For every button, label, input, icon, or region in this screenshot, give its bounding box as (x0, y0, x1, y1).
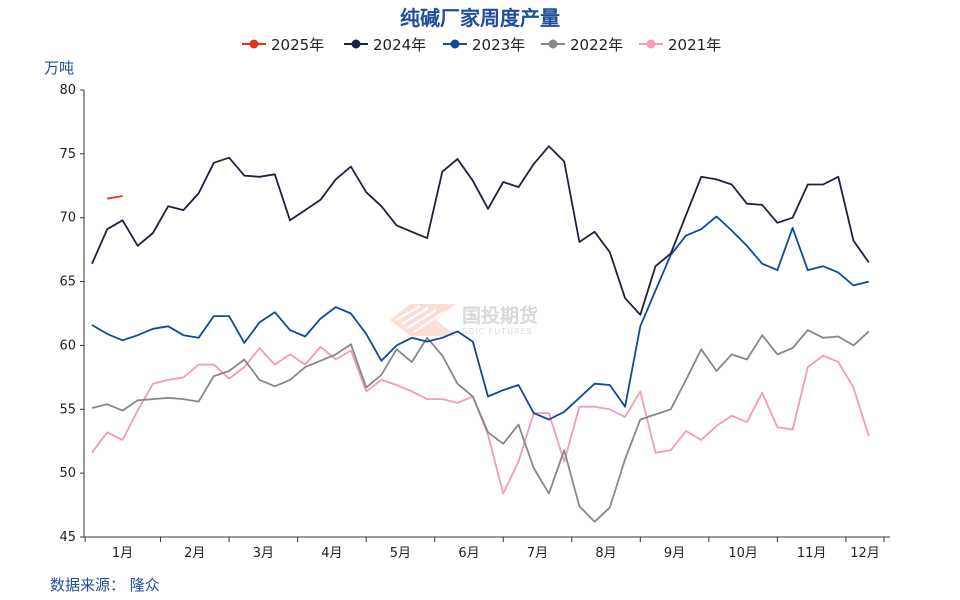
watermark-logo-icon (390, 304, 456, 336)
x-tick-label: 10月 (728, 546, 758, 561)
x-tick-label: 5月 (390, 546, 411, 561)
x-tick-label: 6月 (458, 546, 479, 561)
watermark-subtext: SDIC FUTURES (462, 327, 533, 336)
chart-title: 纯碱厂家周度产量 (400, 6, 560, 30)
legend-swatch-marker (249, 39, 259, 49)
x-tick-label: 11月 (797, 546, 827, 561)
y-axis-unit-label: 万吨 (44, 59, 74, 77)
legend-item-2024: 2024年 (344, 36, 426, 54)
legend-swatch-marker (548, 39, 558, 49)
watermark-text: 国投期货 (462, 304, 538, 327)
legend-label: 2022年 (570, 36, 623, 54)
x-tick-label: 2月 (184, 546, 205, 561)
legend-item-2021: 2021年 (639, 36, 721, 54)
legend-swatch-marker (646, 39, 656, 49)
legend-label: 2024年 (373, 36, 426, 54)
data-source-note: 数据来源： 隆众 (50, 576, 160, 594)
series-line-2022 (91, 329, 870, 523)
y-tick-label: 55 (59, 402, 76, 417)
x-tick-label: 12月 (850, 546, 880, 561)
legend: 2025年 2024年 2023年 2022年 2021年 (242, 36, 721, 54)
y-tick-label: 50 (59, 466, 76, 481)
legend-label: 2023年 (472, 36, 525, 54)
x-tick-label: 3月 (253, 546, 274, 561)
y-tick-label: 45 (59, 530, 76, 545)
axes: 45 50 55 60 65 70 75 80 1月 2月 3月 4月 5月 6月 7月 8月 9月 10月 11月… (59, 83, 890, 561)
x-tick-label: 9月 (664, 546, 685, 561)
legend-label: 2021年 (668, 36, 721, 54)
series-line-2025 (107, 195, 123, 200)
x-tick-label: 8月 (595, 546, 616, 561)
x-tick-label: 7月 (527, 546, 548, 561)
legend-label: 2025年 (271, 36, 324, 54)
y-tick-label: 75 (59, 147, 76, 162)
legend-item-2023: 2023年 (443, 36, 525, 54)
x-tick-label: 4月 (321, 546, 342, 561)
series-line-2024 (91, 145, 870, 316)
series-lines (91, 145, 870, 523)
y-tick-label: 65 (59, 275, 76, 290)
legend-swatch-marker (351, 39, 361, 49)
y-tick-label: 80 (59, 83, 76, 98)
y-tick-label: 60 (59, 338, 76, 353)
watermark: 国投期货 SDIC FUTURES (390, 304, 538, 336)
legend-item-2025: 2025年 (242, 36, 324, 54)
legend-swatch-marker (450, 39, 460, 49)
series-line-2023 (91, 215, 870, 421)
y-tick-label: 70 (59, 211, 76, 226)
x-tick-label: 1月 (112, 546, 133, 561)
legend-item-2022: 2022年 (541, 36, 623, 54)
